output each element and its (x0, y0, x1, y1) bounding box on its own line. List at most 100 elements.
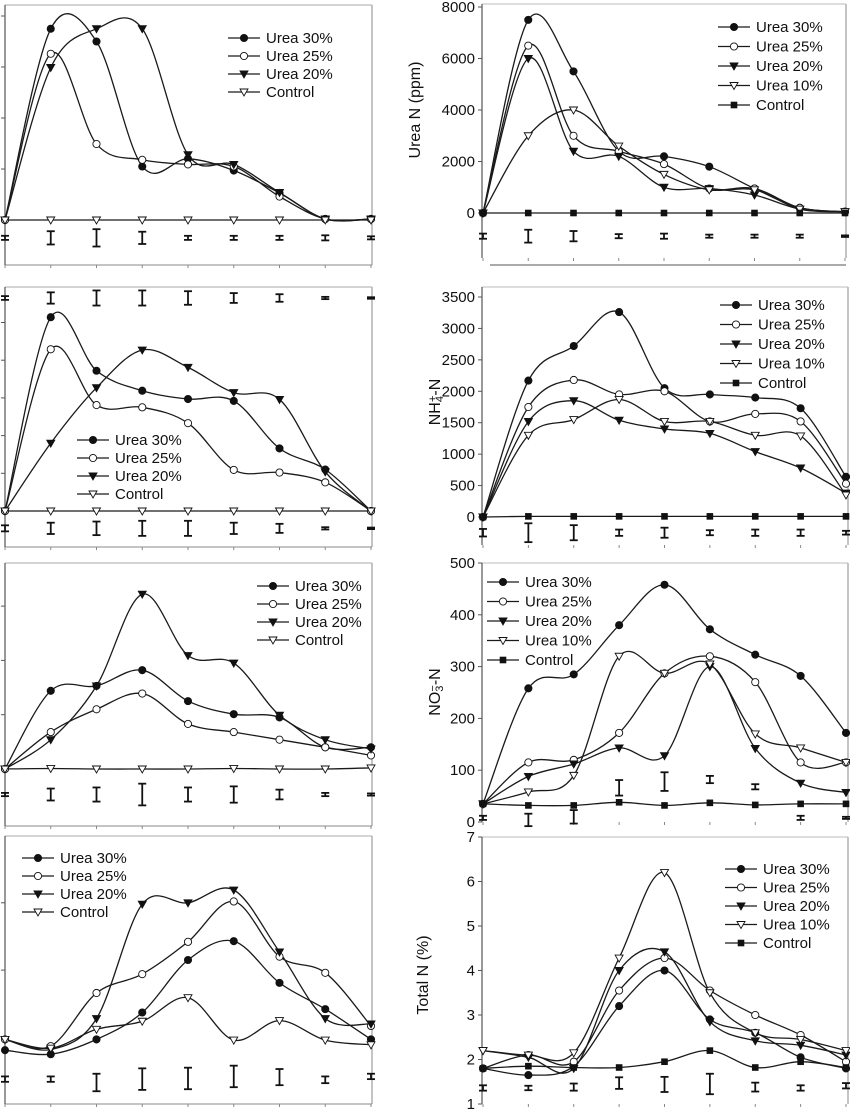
legend-label: Urea 30% (756, 19, 823, 36)
data-point (46, 345, 55, 354)
data-point (705, 660, 715, 669)
error-bar (92, 786, 101, 803)
data-point (0, 507, 10, 516)
series-line-urea-25- (482, 379, 847, 518)
error-bar (1, 234, 9, 241)
legend-item: Urea 20% (228, 66, 333, 83)
data-point (320, 765, 331, 774)
legend-marker (498, 637, 508, 646)
series-line-control (4, 996, 372, 1050)
data-point (138, 970, 147, 979)
legend-item: Urea 30% (22, 850, 127, 867)
data-point (796, 417, 805, 426)
data-point (751, 678, 760, 687)
error-bar (660, 771, 669, 792)
data-point (320, 507, 331, 516)
error-bar (751, 528, 760, 537)
legend-marker (88, 435, 98, 445)
legend: Urea 30% Urea 25% Urea 20% Urea 10% Control (487, 574, 592, 669)
data-point (275, 468, 284, 477)
data-point (841, 209, 849, 217)
y-axis-label: Urea N (ppm) (407, 62, 424, 159)
data-point (750, 431, 761, 441)
data-point (661, 802, 668, 809)
error-bar (705, 529, 714, 537)
y-tick-label: 2000 (442, 154, 475, 171)
error-bar (367, 1072, 375, 1081)
data-point (568, 397, 579, 406)
data-point (479, 513, 487, 521)
y-tick-label: 4 (467, 963, 475, 980)
data-point (321, 1005, 330, 1014)
data-point (661, 1058, 668, 1066)
data-point (750, 744, 761, 754)
data-point (615, 799, 623, 806)
y-tick-label: 500 (450, 478, 475, 495)
data-point (705, 652, 714, 661)
data-point (659, 418, 670, 427)
error-bar (705, 774, 714, 785)
data-point (614, 744, 624, 753)
y-tick-label: 500 (450, 555, 475, 572)
data-point (797, 513, 804, 520)
data-point (568, 147, 579, 157)
legend-label: Control (295, 632, 343, 649)
legend-marker (268, 636, 278, 645)
data-point (137, 900, 148, 910)
y-tick-label: 7 (467, 829, 475, 846)
legend-label: Urea 20% (525, 613, 592, 630)
error-bar (1, 1075, 9, 1083)
error-bar (275, 234, 284, 241)
data-point (569, 375, 578, 385)
data-point (138, 386, 147, 395)
legend-label: Control (115, 486, 163, 503)
error-bar (842, 529, 850, 536)
data-point (842, 513, 850, 520)
legend-item: Urea 20% (720, 336, 825, 353)
data-point (229, 897, 238, 906)
data-point (183, 160, 193, 169)
legend-item: Urea 25% (718, 39, 823, 56)
legend-label: Urea 10% (763, 917, 830, 934)
error-bar (705, 233, 714, 239)
data-point (751, 209, 758, 217)
legend-marker (729, 42, 739, 51)
y-axis-label-part: -N (427, 379, 444, 396)
legend-item: Urea 25% (725, 880, 830, 897)
error-bar (796, 814, 805, 821)
data-point (660, 387, 669, 396)
data-point (274, 711, 285, 721)
data-point (796, 671, 805, 680)
error-bar (614, 233, 623, 240)
error-bar (229, 234, 238, 241)
legend-label: Urea 25% (115, 450, 182, 467)
data-point (615, 1064, 623, 1071)
legend-item: Urea 10% (720, 356, 825, 373)
error-bar (569, 809, 578, 825)
data-point (524, 684, 533, 693)
data-point (751, 1010, 760, 1020)
legend-item: Control (718, 97, 804, 114)
data-point (705, 625, 714, 634)
y-tick-label: 0 (467, 814, 475, 831)
legend: Urea 30% Urea 25% Urea 20% Urea 10% Control (720, 297, 825, 392)
data-point (92, 988, 101, 998)
y-tick-label: 0 (467, 509, 475, 526)
data-point (46, 49, 55, 58)
legend-marker (268, 599, 278, 609)
data-point (842, 800, 850, 808)
data-point (92, 401, 101, 410)
data-point (183, 955, 193, 965)
data-point (138, 155, 147, 164)
error-bar (660, 526, 669, 539)
data-point (183, 994, 193, 1003)
data-point (183, 899, 193, 908)
data-point (705, 390, 714, 399)
legend-item: Urea 30% (725, 861, 830, 878)
data-point (569, 67, 578, 76)
error-bar (1, 791, 9, 798)
data-point (841, 758, 850, 768)
data-point (137, 216, 148, 225)
error-bar (229, 292, 238, 304)
